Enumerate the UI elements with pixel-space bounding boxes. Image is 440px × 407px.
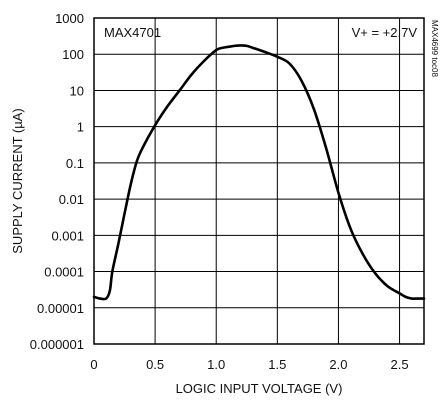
x-tick-label: 0.5 [146,357,164,372]
y-tick-label: 0.01 [59,192,84,207]
y-tick-label: 0.0001 [44,265,84,280]
y-tick-label: 0.001 [51,228,84,243]
y-tick-labels: 0.000001 0.00001 0.0001 0.001 0.01 0.1 1 10 100 1… [30,11,84,352]
x-tick-label: 2.5 [391,357,409,372]
y-tick-label: 0.1 [66,156,84,171]
device-label: MAX4701 [104,25,161,40]
grid-lines [94,18,424,344]
supply-condition-label: V+ = +2.7V [352,25,418,40]
plot-area-background [94,18,424,344]
x-tick-label: 0 [90,357,97,372]
x-tick-label: 1.0 [207,357,225,372]
y-tick-label: 0.00001 [37,301,84,316]
y-tick-label: 0.000001 [30,337,84,352]
toc-label: MAX4699 toc08 [430,20,439,77]
x-tick-label: 1.5 [268,357,286,372]
x-tick-labels: 0 0.5 1.0 1.5 2.0 2.5 [90,357,408,372]
y-axis-title: SUPPLY CURRENT (µA) [10,108,25,253]
series-layer [92,44,426,301]
y-tick-label: 1 [77,120,84,135]
y-tick-label: 100 [62,47,84,62]
y-tick-label: 10 [70,83,84,98]
supply-current-curve [92,44,426,301]
plot-frame [93,17,425,345]
x-tick-label: 2.0 [329,357,347,372]
x-axis-title: LOGIC INPUT VOLTAGE (V) [176,381,343,396]
y-tick-label: 1000 [55,11,84,26]
